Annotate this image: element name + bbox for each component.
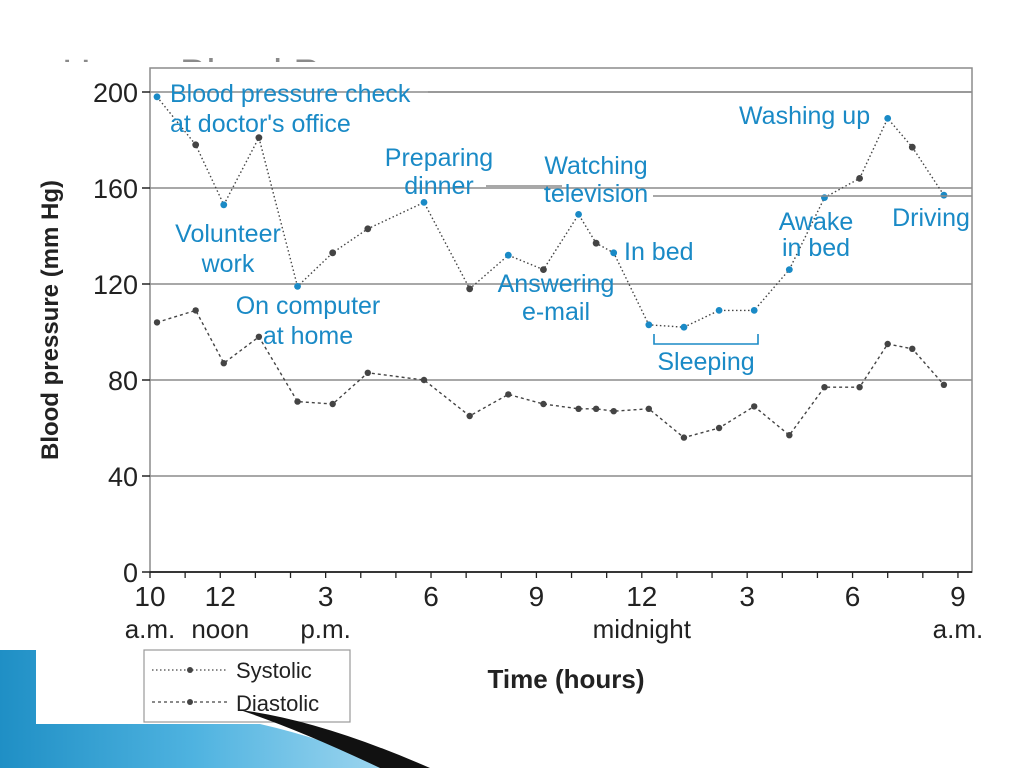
annotation-label: dinner bbox=[404, 172, 474, 200]
x-tick-label: 6 bbox=[845, 581, 861, 612]
systolic-point bbox=[466, 285, 474, 293]
systolic-point bbox=[645, 321, 653, 329]
x-tick-sublabel: p.m. bbox=[300, 614, 351, 644]
diastolic-point bbox=[294, 398, 301, 405]
annotation-label: Driving bbox=[892, 204, 970, 232]
annotation-label: On computer bbox=[236, 292, 381, 320]
legend-systolic-label: Systolic bbox=[236, 658, 312, 683]
x-tick-label: 10 bbox=[134, 581, 165, 612]
x-tick-label: 3 bbox=[318, 581, 334, 612]
annotation-label: television bbox=[544, 180, 648, 208]
x-tick-sublabel: noon bbox=[191, 614, 249, 644]
systolic-point bbox=[192, 141, 200, 149]
annotation-label: at home bbox=[263, 322, 353, 350]
systolic-point bbox=[575, 211, 582, 218]
y-tick-label: 80 bbox=[108, 366, 138, 396]
diastolic-point bbox=[255, 333, 263, 340]
annotation-label: Blood pressure check bbox=[170, 80, 411, 108]
legend-diastolic-marker bbox=[187, 699, 193, 705]
annotation-label: In bed bbox=[624, 238, 694, 266]
diastolic-series-line bbox=[156, 309, 945, 439]
annotation-label: work bbox=[201, 250, 255, 278]
diastolic-point bbox=[420, 376, 428, 384]
diastolic-point bbox=[884, 340, 891, 348]
annotation-label: e-mail bbox=[522, 298, 590, 326]
diastolic-point bbox=[909, 345, 916, 352]
diastolic-point bbox=[645, 405, 653, 412]
diastolic-point bbox=[821, 384, 828, 391]
diastolic-point bbox=[940, 381, 948, 388]
annotation-label: Volunteer bbox=[175, 220, 281, 248]
x-tick-label: 9 bbox=[950, 581, 966, 612]
systolic-point bbox=[908, 143, 916, 151]
sleeping-bracket bbox=[653, 334, 759, 345]
y-tick-label: 200 bbox=[93, 78, 138, 108]
systolic-point bbox=[540, 266, 547, 273]
y-tick-label: 120 bbox=[93, 270, 138, 300]
systolic-point bbox=[364, 225, 372, 233]
diastolic-point bbox=[466, 412, 473, 420]
diastolic-point bbox=[786, 432, 793, 439]
annotation-label: Sleeping bbox=[657, 348, 754, 376]
annotation-label: Preparing bbox=[385, 144, 493, 172]
systolic-point bbox=[785, 266, 793, 273]
x-tick-label: 6 bbox=[423, 581, 439, 612]
diastolic-point bbox=[575, 405, 582, 412]
x-tick-sublabel: midnight bbox=[593, 614, 692, 644]
x-tick-label: 9 bbox=[529, 581, 545, 612]
systolic-point bbox=[153, 93, 161, 101]
systolic-point bbox=[750, 307, 758, 314]
x-axis-title: Time (hours) bbox=[488, 664, 645, 694]
systolic-point bbox=[715, 307, 723, 314]
blood-pressure-figure: 0 40 80 120 160 200 10 a.m. 12 noon 3 p.m. 6 9 12 midni… bbox=[36, 62, 1024, 724]
diastolic-point bbox=[220, 360, 227, 367]
legend-systolic-marker bbox=[187, 667, 193, 673]
systolic-point bbox=[255, 134, 263, 141]
systolic-point bbox=[504, 251, 512, 259]
systolic-point bbox=[856, 175, 863, 182]
diastolic-point bbox=[610, 408, 617, 415]
legend-diastolic-label: Diastolic bbox=[236, 691, 319, 716]
x-tick-label: 12 bbox=[626, 581, 657, 612]
systolic-point bbox=[884, 115, 892, 122]
diastolic-point bbox=[153, 319, 161, 326]
y-axis-title: Blood pressure (mm Hg) bbox=[37, 180, 64, 460]
x-tick-label: 3 bbox=[739, 581, 755, 612]
diastolic-point bbox=[505, 391, 512, 398]
diastolic-point bbox=[329, 400, 336, 408]
y-tick-label: 40 bbox=[108, 462, 138, 492]
systolic-point bbox=[940, 191, 948, 199]
diastolic-point bbox=[192, 307, 199, 314]
diastolic-point bbox=[751, 403, 758, 410]
diastolic-point bbox=[364, 369, 371, 376]
diastolic-point bbox=[592, 405, 600, 412]
annotation-label: in bed bbox=[782, 234, 850, 262]
x-tick-sublabel: a.m. bbox=[933, 614, 984, 644]
annotation-label: Washing up bbox=[739, 102, 870, 130]
systolic-point bbox=[592, 239, 600, 247]
systolic-point bbox=[220, 201, 228, 209]
systolic-point bbox=[610, 249, 618, 257]
annotation-label: Answering bbox=[498, 270, 615, 298]
systolic-point bbox=[821, 194, 828, 202]
systolic-point bbox=[680, 323, 688, 331]
diastolic-point bbox=[715, 424, 723, 432]
annotation-label: Watching bbox=[544, 152, 647, 180]
annotation-label: at doctor's office bbox=[170, 110, 351, 138]
y-tick-label: 160 bbox=[93, 174, 138, 204]
diastolic-point bbox=[856, 384, 863, 391]
y-tick-label: 0 bbox=[123, 558, 138, 588]
systolic-point bbox=[420, 199, 428, 206]
diastolic-point bbox=[680, 434, 688, 441]
x-tick-sublabel: a.m. bbox=[125, 614, 176, 644]
diastolic-point bbox=[540, 400, 547, 408]
x-tick-label: 12 bbox=[205, 581, 236, 612]
systolic-point bbox=[329, 249, 337, 257]
systolic-point bbox=[294, 283, 301, 290]
annotation-label: Awake bbox=[779, 208, 854, 236]
